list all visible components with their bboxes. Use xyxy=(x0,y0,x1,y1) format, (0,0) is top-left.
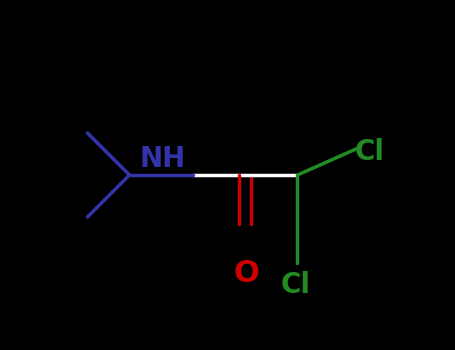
Text: Cl: Cl xyxy=(354,138,384,166)
Text: NH: NH xyxy=(140,145,186,173)
Text: O: O xyxy=(234,259,260,287)
Text: Cl: Cl xyxy=(281,271,311,299)
